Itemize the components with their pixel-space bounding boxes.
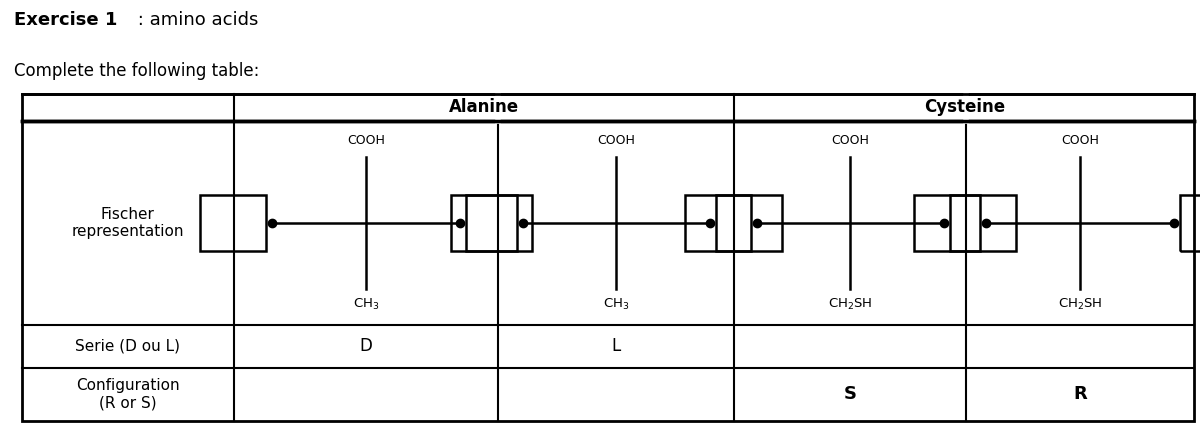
Text: R: R xyxy=(1073,385,1087,403)
Text: COOH: COOH xyxy=(598,133,635,147)
Text: Complete the following table:: Complete the following table: xyxy=(14,62,259,79)
Bar xyxy=(715,196,782,251)
Text: Configuration
(R or S): Configuration (R or S) xyxy=(76,378,180,411)
Text: COOH: COOH xyxy=(832,133,869,147)
Text: $\mathregular{CH_2SH}$: $\mathregular{CH_2SH}$ xyxy=(828,297,872,312)
Bar xyxy=(466,196,532,251)
Text: Cysteine: Cysteine xyxy=(924,98,1004,116)
Text: COOH: COOH xyxy=(1061,133,1099,147)
Text: D: D xyxy=(360,337,372,355)
Bar xyxy=(950,196,1015,251)
Text: $\mathregular{CH_2SH}$: $\mathregular{CH_2SH}$ xyxy=(1057,297,1103,312)
Text: Exercise 1: Exercise 1 xyxy=(14,11,118,28)
Text: S: S xyxy=(844,385,857,403)
Text: : amino acids: : amino acids xyxy=(132,11,258,28)
Text: L: L xyxy=(612,337,620,355)
Text: $\mathregular{CH_3}$: $\mathregular{CH_3}$ xyxy=(602,297,630,312)
Text: $\mathregular{CH_3}$: $\mathregular{CH_3}$ xyxy=(353,297,379,312)
Text: Fischer
representation: Fischer representation xyxy=(72,207,184,239)
Text: Alanine: Alanine xyxy=(449,98,520,116)
Bar xyxy=(1180,196,1200,251)
Bar xyxy=(200,196,266,251)
Bar xyxy=(450,196,516,251)
Text: Serie (D ou L): Serie (D ou L) xyxy=(76,339,180,354)
Bar xyxy=(914,196,980,251)
Bar xyxy=(684,196,751,251)
Bar xyxy=(22,94,1194,421)
Text: COOH: COOH xyxy=(347,133,385,147)
